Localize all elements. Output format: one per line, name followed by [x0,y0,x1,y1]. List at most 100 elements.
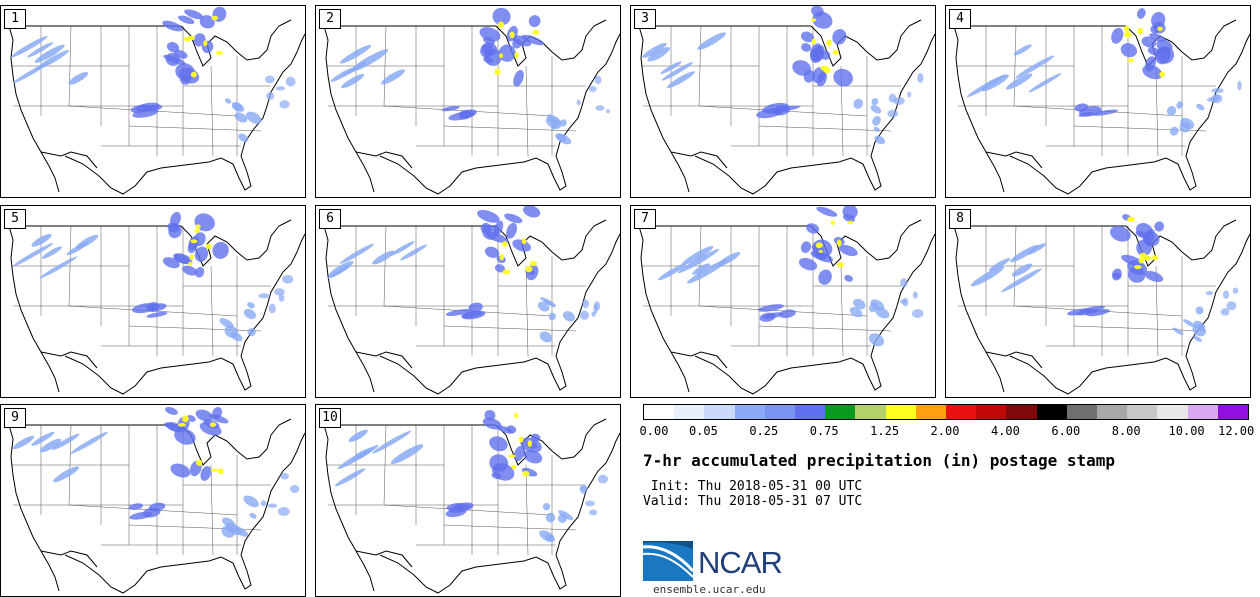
colorbar-swatch [734,405,765,419]
precip-area [1139,252,1147,259]
precip-area [893,97,905,105]
precip-area [199,15,215,29]
precip-area [1232,287,1239,294]
state-boundary [443,524,577,531]
precip-area [448,504,472,513]
colorbar-swatch [1127,405,1158,419]
precip-area [183,36,192,42]
precip-area [13,242,54,267]
precip-area [243,308,257,320]
precip-area [1124,31,1132,38]
precip-area [907,91,912,98]
precip-area [211,15,219,21]
ensemble-member-panel: 4 [945,5,1251,198]
precip-area [872,115,881,126]
precip-area [810,18,817,22]
precip-area [759,312,776,322]
us-map-icon [8,211,305,395]
precip-area [52,433,80,450]
precip-area [562,311,575,322]
precip-area [1005,73,1033,90]
precip-area [499,253,505,261]
precip-area [523,449,543,464]
precip-area [238,133,249,142]
precip-area [162,20,183,32]
precip-area [480,43,494,58]
precip-area [1141,36,1157,48]
precip-area [911,309,924,318]
precip-area [513,69,524,87]
precip-area [545,116,562,129]
precip-area [514,412,519,419]
precip-area [525,265,533,273]
precip-area [512,239,531,252]
precip-area [559,119,567,127]
precip-area [811,38,816,45]
precip-area [1134,264,1142,270]
precip-area [887,109,899,118]
precip-area [912,291,918,299]
precip-area [580,310,590,320]
precip-area [523,206,541,218]
precip-area [838,244,858,257]
precip-area [1193,335,1202,342]
precip-area [128,503,144,510]
colorbar-tick-label: 0.00 [639,424,669,438]
us-map-icon [8,406,305,594]
precip-area [853,298,866,310]
us-map-icon [638,6,935,195]
coastline [670,151,728,169]
precip-area [1111,27,1124,44]
precip-area [888,93,897,103]
coastline [985,151,1043,169]
precip-area [576,99,581,106]
colorbar-tick-label: 8.00 [1111,424,1141,438]
precip-area [260,500,267,507]
precip-area [170,211,181,227]
precip-area [677,248,720,274]
precip-area [513,445,525,462]
precip-area [168,223,182,239]
coastline [355,151,413,169]
precip-area [289,484,300,494]
precip-area [218,468,224,475]
precip-area [806,223,820,234]
coastline [694,155,882,195]
precip-area [833,68,853,87]
precip-area [75,234,99,249]
colorbar-tick-label: 0.05 [688,424,718,438]
precip-area [1109,225,1131,242]
colorbar-tick-label: 6.00 [1051,424,1081,438]
precip-area [182,265,198,276]
precip-area [195,266,205,278]
precip-area [184,9,204,20]
coastline [953,225,1005,393]
precip-area [544,299,556,307]
precip-area [800,31,815,43]
precip-area [507,454,516,458]
precip-area [143,104,163,112]
site-url: ensemble.ucar.edu [653,583,766,596]
precip-area [341,74,365,89]
precip-area [801,43,812,52]
precip-area [988,258,1011,272]
precip-area [275,86,286,91]
precip-area [1222,290,1230,299]
precip-area [816,206,838,217]
precip-area [658,263,687,281]
precip-area [492,7,511,26]
precip-area [194,229,201,233]
precip-area [588,86,597,92]
precip-area [844,275,854,282]
colorbar-swatch [855,405,886,419]
coastline [555,33,620,157]
precip-area [489,436,508,452]
precip-area [1237,80,1242,91]
coastline [323,225,375,393]
coastline [8,424,60,592]
coastline [323,25,375,193]
precip-area [832,49,839,56]
precip-area [188,261,193,266]
precip-area [273,288,285,296]
precip-area [195,224,201,230]
